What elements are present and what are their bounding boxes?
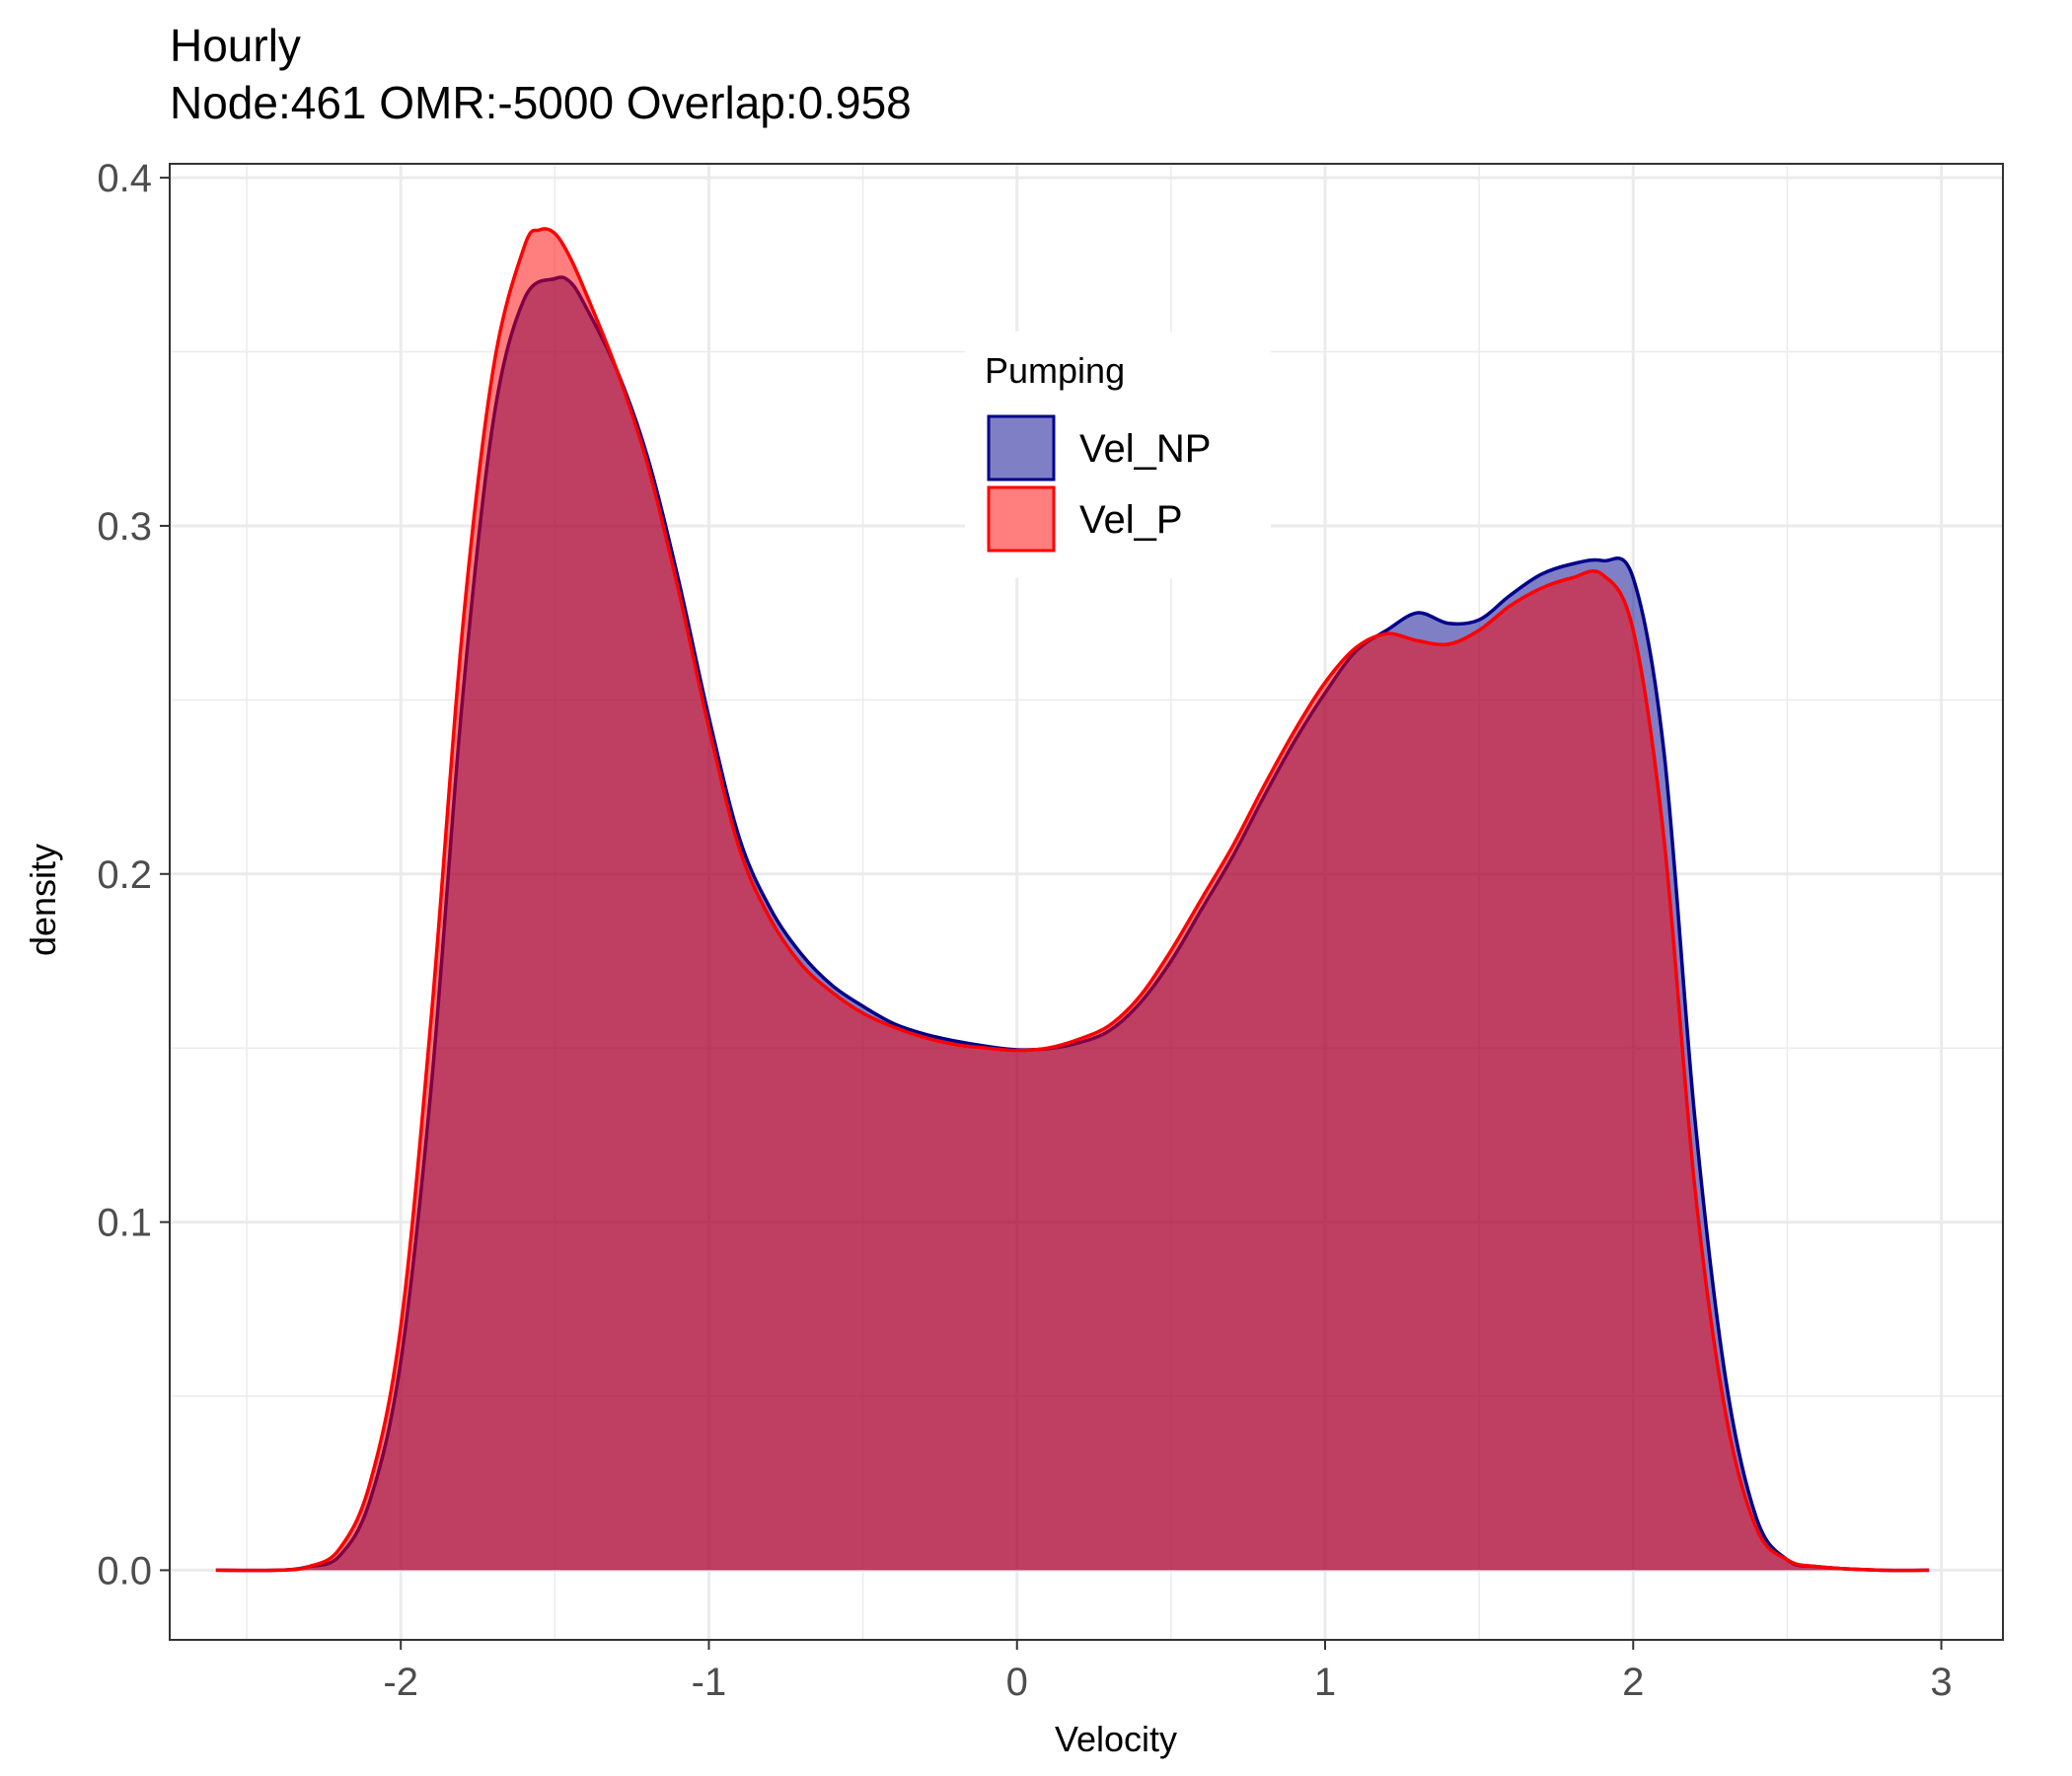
x-tick-label: 3 [1930,1661,1952,1704]
x-tick-label: 2 [1622,1661,1644,1704]
density-areas [215,227,1930,1573]
y-tick-label: 0.3 [97,505,152,549]
x-axis-title: Velocity [1055,1719,1177,1759]
y-axis: 0.0 0.1 0.2 0.3 0.4 [97,157,170,1592]
x-axis: -2 -1 0 1 2 3 [383,1640,1953,1704]
x-tick-label: 1 [1314,1661,1336,1704]
y-tick-label: 0.1 [97,1202,152,1245]
y-tick-label: 0.0 [97,1549,152,1592]
plot-border [169,163,2004,1641]
y-axis-title: density [23,844,63,956]
legend-title: Pumping [985,350,1125,391]
chart-title: Hourly [170,20,301,71]
legend-key-vel-np [987,414,1056,481]
chart-subtitle: Node:461 OMR:-5000 Overlap:0.958 [170,77,912,128]
legend-label-vel-np: Vel_NP [1079,427,1211,471]
x-tick-label: -1 [692,1661,727,1704]
density-line-vel-p [215,227,1930,1573]
legend: Pumping Vel_NP Vel_P [965,332,1271,578]
y-tick-label: 0.4 [97,157,152,200]
legend-key-vel-p [987,485,1056,553]
x-tick-label: -2 [383,1661,418,1704]
y-tick-label: 0.2 [97,853,152,897]
x-tick-label: 0 [1006,1661,1028,1704]
legend-label-vel-p: Vel_P [1079,498,1183,542]
density-area-vel-p [215,228,1930,1571]
